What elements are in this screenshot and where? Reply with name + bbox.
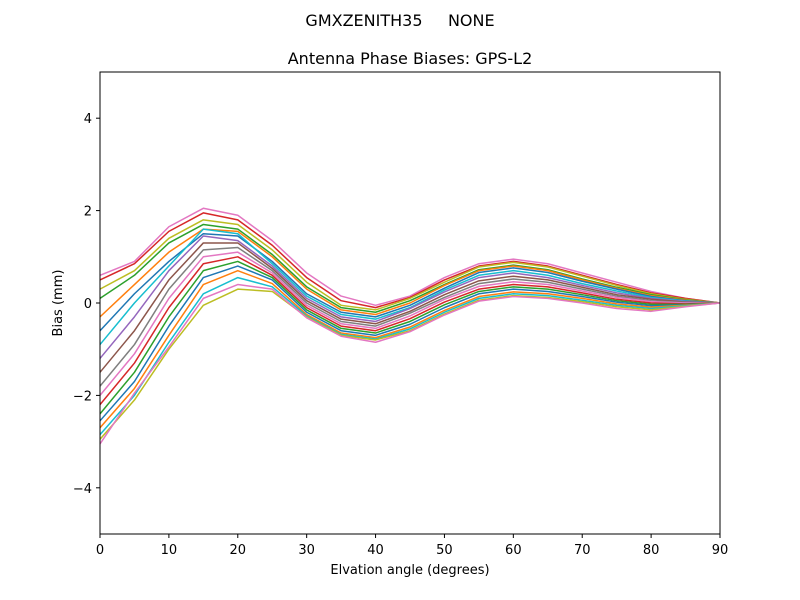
y-axis-label: Bias (mm) — [51, 270, 66, 337]
series-line-1 — [99, 207, 721, 307]
y-tick-label: 4 — [84, 112, 92, 127]
x-tick-label: 30 — [298, 543, 315, 558]
x-tick-label: 0 — [96, 543, 104, 558]
series-line-2 — [99, 212, 721, 309]
series-line-17 — [99, 288, 721, 440]
y-axis-ticks: −4 −2 0 2 4 — [73, 112, 100, 497]
y-tick-label: 2 — [84, 205, 92, 220]
series-line-7 — [99, 228, 721, 346]
x-tick-label: 40 — [367, 543, 384, 558]
x-tick-label: 90 — [712, 543, 729, 558]
series-line-11 — [99, 251, 720, 396]
x-tick-label: 50 — [436, 543, 453, 558]
x-tick-label: 60 — [505, 543, 522, 558]
series-line-14 — [99, 265, 721, 422]
series-line-13 — [99, 260, 721, 415]
series-line-15 — [99, 269, 721, 429]
figure-suptitle: GMXZENITH35 NONE — [305, 11, 494, 30]
y-tick-label: 0 — [84, 297, 92, 312]
y-tick-label: −4 — [73, 482, 92, 497]
x-axis-ticks: 0 10 20 30 40 50 60 70 80 90 — [96, 534, 728, 558]
chart-title: Antenna Phase Biases: GPS-L2 — [288, 49, 533, 68]
x-tick-label: 20 — [230, 543, 247, 558]
series-line-9 — [99, 242, 721, 373]
series-line-12 — [99, 256, 721, 406]
x-tick-label: 10 — [161, 543, 178, 558]
series-line-10 — [99, 246, 721, 387]
series-lines — [99, 207, 721, 445]
x-axis-label: Elvation angle (degrees) — [330, 563, 489, 578]
series-line-6 — [99, 232, 721, 332]
x-tick-label: 80 — [643, 543, 660, 558]
series-line-4 — [99, 223, 721, 313]
series-line-3 — [99, 219, 721, 311]
series-line-18 — [99, 283, 721, 445]
x-tick-label: 70 — [574, 543, 591, 558]
y-tick-label: −2 — [73, 389, 92, 404]
series-line-16 — [99, 276, 721, 436]
series-line-8 — [99, 235, 721, 359]
